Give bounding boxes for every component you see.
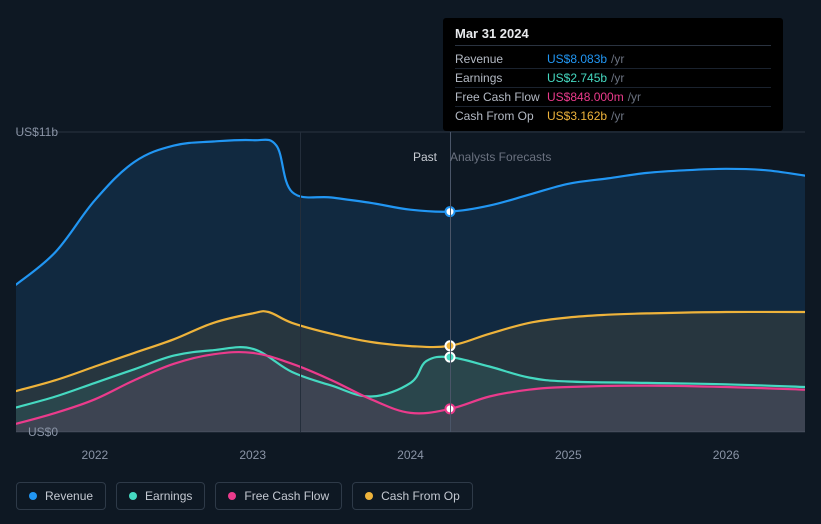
tooltip-row-unit: /yr (611, 71, 624, 85)
legend-dot-icon (129, 492, 137, 500)
legend-item-label: Cash From Op (381, 489, 460, 503)
tooltip-row-value: US$8.083b (547, 52, 607, 66)
y-tick-label: US$11b (16, 125, 58, 139)
legend-dot-icon (228, 492, 236, 500)
tooltip-title: Mar 31 2024 (455, 26, 771, 46)
legend-item-label: Free Cash Flow (244, 489, 329, 503)
hover-vertical-line (450, 132, 451, 432)
label-forecast: Analysts Forecasts (450, 150, 551, 164)
x-tick-label: 2026 (713, 448, 740, 462)
label-past: Past (413, 150, 437, 164)
tooltip-row: Cash From OpUS$3.162b/yr (455, 107, 771, 125)
legend-dot-icon (29, 492, 37, 500)
plot-left-edge-line (300, 132, 301, 432)
tooltip-row-value: US$3.162b (547, 109, 607, 123)
legend-item-free_cash_flow[interactable]: Free Cash Flow (215, 482, 342, 510)
tooltip-row: EarningsUS$2.745b/yr (455, 69, 771, 88)
tooltip-row-unit: /yr (611, 52, 624, 66)
legend-item-revenue[interactable]: Revenue (16, 482, 106, 510)
tooltip-row-value: US$2.745b (547, 71, 607, 85)
x-axis-labels: 2022 2023 2024 2025 2026 (16, 448, 805, 468)
x-tick-label: 2024 (397, 448, 424, 462)
legend-item-earnings[interactable]: Earnings (116, 482, 205, 510)
legend-item-label: Earnings (145, 489, 192, 503)
legend-item-cash_from_op[interactable]: Cash From Op (352, 482, 473, 510)
tooltip-row: RevenueUS$8.083b/yr (455, 50, 771, 69)
section-labels: Past Analysts Forecasts (16, 150, 805, 166)
tooltip-row-value: US$848.000m (547, 90, 624, 104)
tooltip-row-label: Revenue (455, 52, 547, 66)
tooltip-row-label: Free Cash Flow (455, 90, 547, 104)
y-tick-label: US$0 (28, 425, 58, 439)
legend-dot-icon (365, 492, 373, 500)
legend-item-label: Revenue (45, 489, 93, 503)
tooltip-row-unit: /yr (628, 90, 641, 104)
legend: Revenue Earnings Free Cash Flow Cash From O… (16, 482, 473, 510)
x-tick-label: 2023 (239, 448, 266, 462)
tooltip-row: Free Cash FlowUS$848.000m/yr (455, 88, 771, 107)
tooltip-row-label: Earnings (455, 71, 547, 85)
x-tick-label: 2025 (555, 448, 582, 462)
tooltip: Mar 31 2024 RevenueUS$8.083b/yrEarningsU… (443, 18, 783, 131)
x-tick-label: 2022 (82, 448, 109, 462)
tooltip-row-unit: /yr (611, 109, 624, 123)
tooltip-row-label: Cash From Op (455, 109, 547, 123)
